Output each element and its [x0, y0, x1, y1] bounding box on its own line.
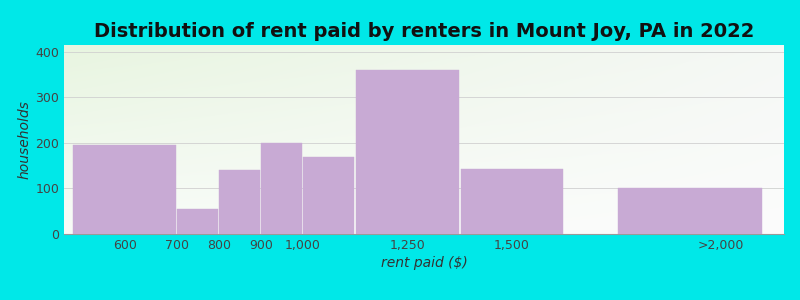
Bar	[461, 169, 563, 234]
Bar	[356, 70, 458, 234]
Title: Distribution of rent paid by renters in Mount Joy, PA in 2022: Distribution of rent paid by renters in …	[94, 22, 754, 41]
Bar	[178, 209, 218, 234]
Bar	[303, 157, 354, 234]
Bar	[74, 145, 176, 234]
Bar	[219, 170, 260, 234]
X-axis label: rent paid ($): rent paid ($)	[381, 256, 467, 270]
Y-axis label: households: households	[17, 100, 31, 179]
Bar	[261, 143, 302, 234]
Bar	[618, 188, 762, 234]
